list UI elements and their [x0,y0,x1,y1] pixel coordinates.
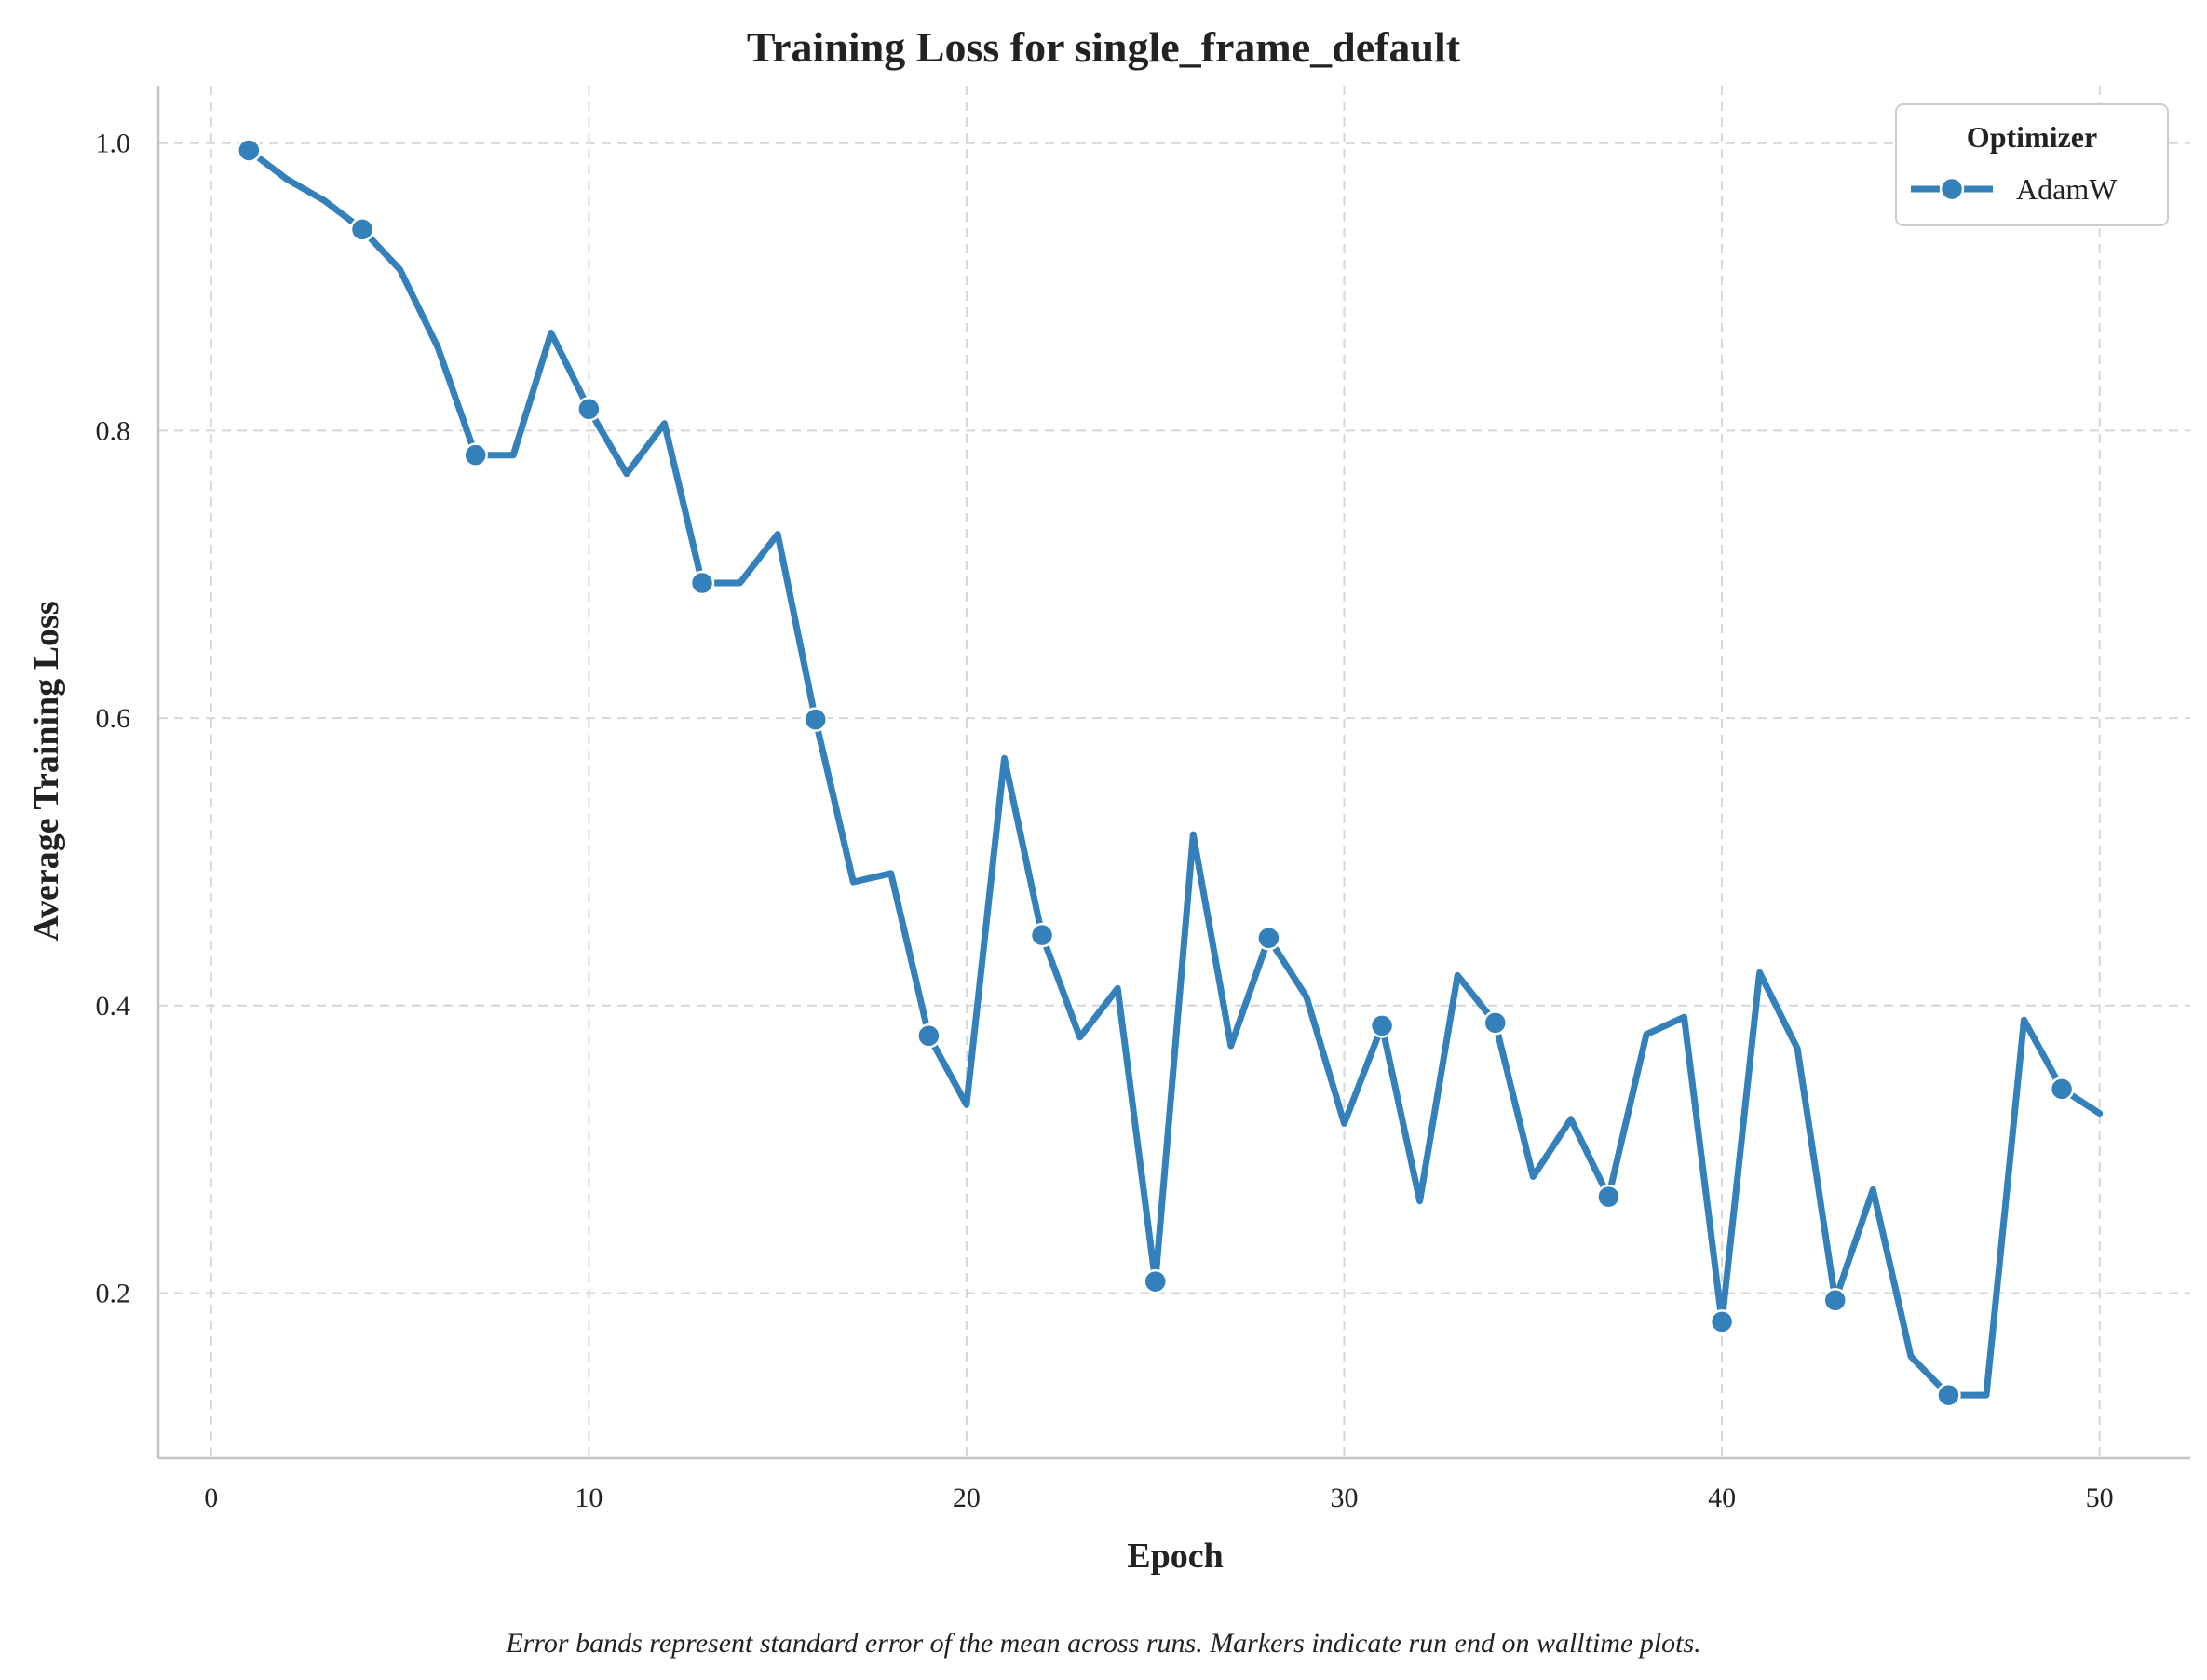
y-tick-labels: 0.2 0.4 0.6 0.8 1.0 [96,129,131,1309]
x-tick-label: 0 [204,1483,218,1513]
data-point-marker [1483,1010,1508,1036]
x-tick-label: 50 [2086,1483,2114,1513]
data-point-marker [1596,1184,1621,1210]
data-point-marker [237,138,262,163]
series-markers [237,138,2075,1408]
x-tick-label: 20 [953,1483,981,1513]
data-point-marker [1256,926,1281,951]
data-point-marker [349,217,375,242]
data-point-marker [1143,1268,1168,1294]
y-tick-label: 1.0 [96,129,131,159]
chart-caption: Error bands represent standard error of … [505,1628,1700,1659]
x-tick-labels: 0 10 20 30 40 50 [204,1483,2113,1513]
legend: Optimizer AdamW [1895,103,2169,226]
data-point-marker [916,1023,941,1049]
y-tick-label: 0.6 [96,703,131,734]
data-point-marker [1822,1287,1848,1313]
data-point-marker [2049,1077,2075,1102]
x-axis-label: Epoch [1127,1537,1223,1576]
data-point-marker [463,442,488,467]
data-point-marker [689,570,715,596]
data-point-marker [1709,1309,1735,1335]
y-axis-label: Average Training Loss [27,601,66,941]
legend-box [1895,103,2169,226]
x-tick-label: 10 [575,1483,603,1513]
chart-title: Training Loss for single_frame_default [747,23,1461,71]
y-tick-label: 0.8 [96,415,131,446]
data-point-marker [1029,922,1055,948]
series-line-adamw [245,147,2104,1399]
y-tick-label: 0.4 [96,991,131,1022]
x-tick-label: 30 [1331,1483,1359,1513]
legend-marker-swatch [1939,176,1965,202]
grid-lines [158,86,2190,1458]
x-tick-label: 40 [1708,1483,1736,1513]
data-point-marker [1936,1382,1961,1408]
legend-title: Optimizer [1967,120,2097,154]
data-point-marker [1369,1013,1395,1038]
data-point-marker [576,397,602,422]
legend-entry-adamw: AdamW [2016,172,2118,206]
y-tick-label: 0.2 [96,1279,131,1309]
data-point-marker [803,707,828,732]
